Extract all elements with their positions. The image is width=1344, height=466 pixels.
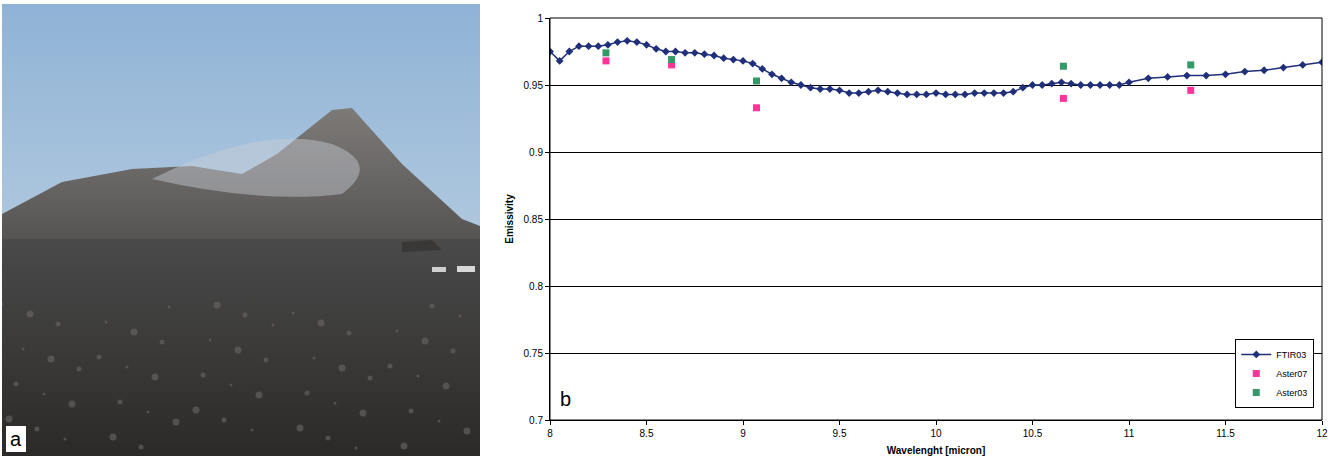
svg-text:12: 12 [1316, 428, 1328, 439]
svg-text:0.8: 0.8 [529, 281, 543, 292]
svg-text:0.7: 0.7 [529, 415, 543, 426]
svg-text:0.9: 0.9 [529, 147, 543, 158]
svg-text:8: 8 [547, 428, 553, 439]
svg-text:Emissivity: Emissivity [504, 194, 515, 244]
svg-text:Aster03: Aster03 [1276, 388, 1307, 398]
svg-text:Wavelenght [micron]: Wavelenght [micron] [887, 445, 986, 456]
svg-text:Aster07: Aster07 [1276, 369, 1307, 379]
svg-text:11.5: 11.5 [1216, 428, 1235, 439]
svg-text:8.5: 8.5 [640, 428, 654, 439]
svg-text:1: 1 [537, 13, 543, 24]
svg-text:11: 11 [1124, 428, 1135, 439]
svg-text:9.5: 9.5 [833, 428, 847, 439]
svg-text:0.85: 0.85 [524, 214, 544, 225]
svg-text:10: 10 [930, 428, 942, 439]
svg-text:0.75: 0.75 [524, 348, 544, 359]
svg-text:9: 9 [740, 428, 746, 439]
svg-text:a: a [10, 428, 22, 450]
svg-text:10.5: 10.5 [1023, 428, 1043, 439]
svg-text:FTIR03: FTIR03 [1276, 350, 1306, 360]
svg-text:b: b [560, 388, 571, 410]
svg-text:0.95: 0.95 [524, 80, 544, 91]
